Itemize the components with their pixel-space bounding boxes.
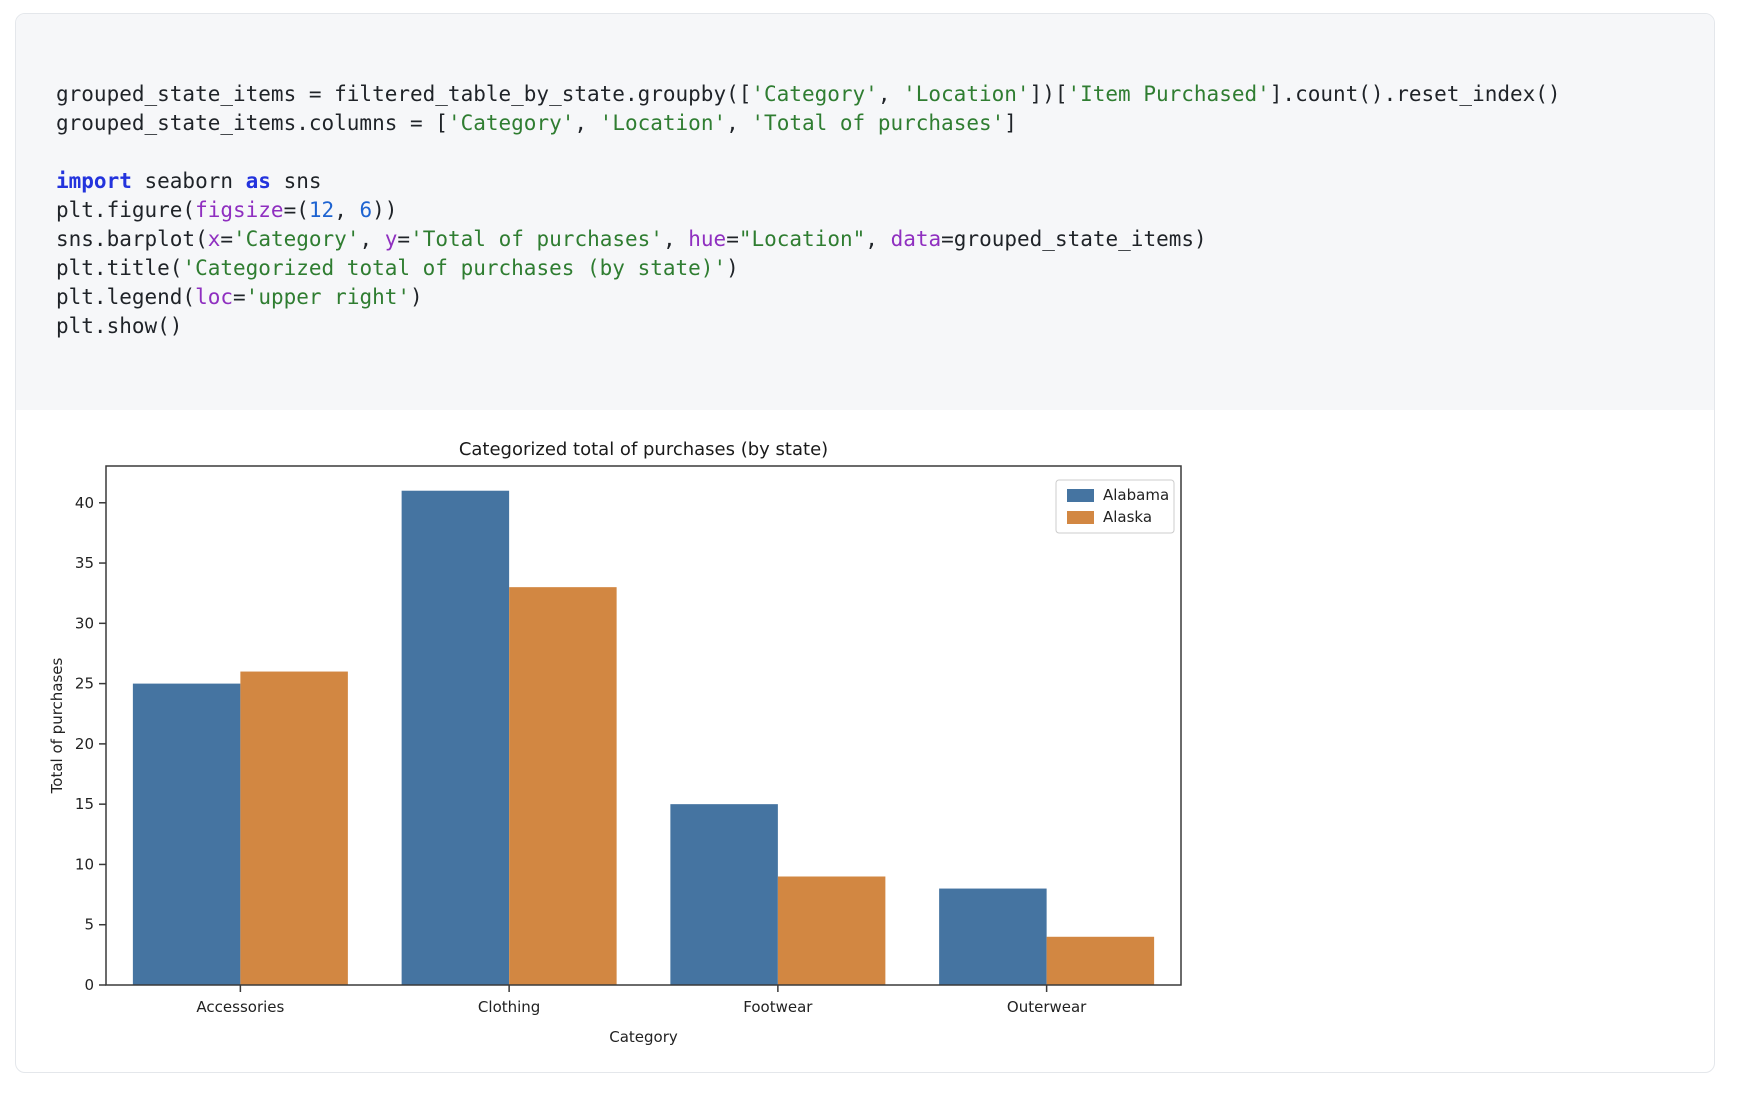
- legend-swatch-alabama: [1067, 489, 1094, 502]
- code-token-str: 'Categorized total of purchases (by stat…: [182, 256, 727, 280]
- code-token-str: 'Total of purchases': [751, 111, 1005, 135]
- code-token: ,: [574, 111, 600, 135]
- code-token: =: [726, 227, 739, 251]
- x-tick-label: Clothing: [478, 998, 540, 1016]
- code-token: ,: [359, 227, 385, 251]
- code-token-str: "Location": [738, 227, 866, 251]
- legend-swatch-alaska: [1067, 511, 1094, 524]
- bar-alabama-outerwear: [939, 888, 1047, 985]
- code-token-kwarg: loc: [195, 285, 234, 309]
- y-tick-label: 20: [75, 735, 94, 753]
- code-token-kwarg: x: [207, 227, 221, 251]
- code-token: plt.legend(: [56, 285, 196, 309]
- y-tick-label: 10: [75, 855, 94, 873]
- y-tick-label: 0: [84, 976, 94, 994]
- code-token: plt.figure(: [56, 198, 196, 222]
- code-token-kw: as: [245, 169, 271, 193]
- code-token: sns.barplot(: [56, 227, 208, 251]
- code-token: plt.show(): [56, 314, 183, 338]
- code-token: ]: [1004, 111, 1017, 135]
- x-tick-label: Footwear: [743, 998, 813, 1016]
- code-token-str: 'upper right': [245, 285, 411, 309]
- bar-alaska-clothing: [509, 587, 617, 985]
- bar-alaska-accessories: [240, 671, 348, 985]
- code-line: grouped_state_items.columns = ['Category…: [56, 109, 1674, 138]
- code-token: ])[: [1029, 82, 1068, 106]
- code-line: plt.figure(figsize=(12, 6)): [56, 196, 1674, 225]
- code-token-str: 'Category': [751, 82, 878, 106]
- x-axis-label: Category: [609, 1028, 678, 1046]
- bar-alabama-footwear: [670, 804, 778, 985]
- y-tick-label: 35: [75, 554, 94, 572]
- plot-border: [105, 465, 1182, 986]
- figure-output: Categorized total of purchases (by state…: [46, 435, 1206, 1075]
- bar-alabama-accessories: [132, 683, 241, 985]
- code-line: import seaborn as sns: [56, 167, 1674, 196]
- bar-alabama-clothing: [401, 490, 510, 985]
- code-token-str: 'Total of purchases': [410, 227, 663, 251]
- code-token: ,: [662, 227, 689, 251]
- code-token: sns: [270, 169, 322, 193]
- y-tick-label: 30: [75, 614, 94, 632]
- code-token: ): [726, 256, 739, 280]
- code-token: =(: [283, 198, 309, 222]
- code-line: [56, 138, 1674, 167]
- code-token-str: 'Location': [599, 111, 727, 135]
- code-token: )): [372, 198, 398, 222]
- x-tick-label: Accessories: [196, 998, 284, 1016]
- code-token-str: 'Item Purchased': [1067, 82, 1270, 106]
- code-token: grouped_state_items.columns = [: [56, 111, 448, 135]
- code-line: plt.title('Categorized total of purchase…: [56, 254, 1674, 283]
- code-token: =: [220, 227, 234, 251]
- y-tick-label: 5: [84, 916, 94, 934]
- code-token: ,: [726, 111, 752, 135]
- code-token-str: 'Category': [447, 111, 575, 135]
- code-line: plt.legend(loc='upper right'): [56, 283, 1674, 312]
- code-token-kwarg: figsize: [195, 198, 284, 222]
- legend-label-alaska: Alaska: [1103, 508, 1152, 526]
- figure-canvas: Categorized total of purchases (by state…: [48, 439, 1182, 1046]
- code-line: plt.show(): [56, 312, 1674, 341]
- code-token-num: 12: [308, 198, 335, 222]
- code-token-str: 'Location': [903, 82, 1030, 106]
- code-token: ): [410, 285, 423, 309]
- y-tick-label: 40: [75, 494, 94, 512]
- code-token: plt.title(: [56, 256, 183, 280]
- code-token: seaborn: [131, 169, 246, 193]
- code-token: ,: [865, 227, 891, 251]
- code-token-kwarg: hue: [688, 227, 727, 251]
- notebook-cell: grouped_state_items = filtered_table_by_…: [15, 13, 1715, 1073]
- y-tick-label: 25: [75, 675, 94, 693]
- code-token: ,: [877, 82, 904, 106]
- code-token: =: [397, 227, 411, 251]
- code-token: grouped_state_items = filtered_table_by_…: [56, 82, 752, 106]
- bar-alaska-outerwear: [1046, 936, 1155, 985]
- code-token-str: 'Category': [233, 227, 360, 251]
- code-token: ].count().reset_index(): [1269, 82, 1561, 106]
- code-token: ,: [334, 198, 360, 222]
- code-token: =: [233, 285, 246, 309]
- code-token: =grouped_state_items): [941, 227, 1207, 251]
- bar-alaska-footwear: [777, 876, 886, 985]
- code-token-num: 6: [359, 198, 373, 222]
- code-token-kw: import: [56, 169, 132, 193]
- code-token-kwarg: y: [384, 227, 398, 251]
- chart-title: Categorized total of purchases (by state…: [459, 439, 828, 460]
- code-line: grouped_state_items = filtered_table_by_…: [56, 80, 1674, 109]
- y-tick-label: 15: [75, 795, 94, 813]
- code-token-kwarg: data: [890, 227, 942, 251]
- y-axis-label: Total of purchases: [48, 657, 66, 794]
- code-editor[interactable]: grouped_state_items = filtered_table_by_…: [16, 14, 1714, 410]
- code-line: sns.barplot(x='Category', y='Total of pu…: [56, 225, 1674, 254]
- legend-label-alabama: Alabama: [1103, 486, 1169, 504]
- x-tick-label: Outerwear: [1007, 998, 1087, 1016]
